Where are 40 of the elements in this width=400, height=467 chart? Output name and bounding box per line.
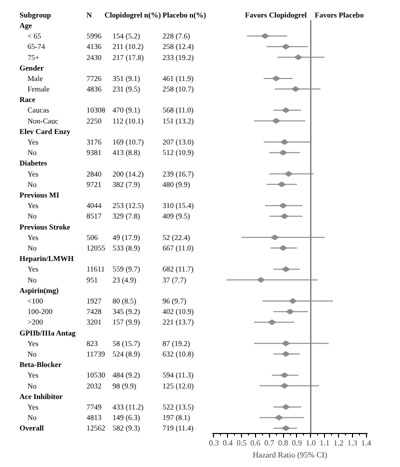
- point: [282, 351, 290, 357]
- x-tick-label: 0.7: [264, 438, 274, 448]
- point: [292, 86, 300, 92]
- point: [280, 372, 288, 378]
- point: [272, 118, 280, 124]
- point: [284, 171, 293, 177]
- x-axis-title: Hazard Ratio (95% CI): [252, 450, 328, 460]
- point: [280, 213, 288, 220]
- point: [270, 234, 279, 240]
- x-tick-label: 1.1: [320, 438, 330, 448]
- point: [294, 54, 302, 60]
- point: [282, 425, 290, 432]
- x-tick-label: 0.9: [292, 438, 302, 448]
- point: [279, 245, 288, 251]
- x-tick-label: 1.3: [347, 438, 358, 448]
- x-tick-label: 1.2: [333, 438, 344, 448]
- x-tick-label: 0.5: [236, 438, 247, 448]
- point: [268, 319, 276, 326]
- x-tick-label: 1.4: [361, 438, 372, 448]
- point: [279, 150, 288, 156]
- point: [256, 276, 265, 283]
- point: [282, 266, 290, 272]
- point: [280, 382, 288, 389]
- point: [286, 308, 294, 314]
- point: [288, 298, 297, 304]
- point: [261, 33, 270, 39]
- point: [279, 202, 288, 208]
- x-tick-label: 0.4: [222, 438, 233, 448]
- point: [278, 182, 286, 188]
- x-tick-label: 0.8: [278, 438, 288, 448]
- point: [272, 76, 280, 82]
- point: [282, 44, 290, 50]
- x-tick-label: 0.3: [208, 438, 219, 448]
- x-tick-label: 0.6: [250, 438, 260, 448]
- point: [280, 139, 288, 145]
- point: [274, 414, 283, 420]
- x-tick-label: 1.0: [306, 438, 316, 448]
- point: [282, 107, 290, 114]
- point: [282, 340, 290, 346]
- point: [282, 404, 290, 410]
